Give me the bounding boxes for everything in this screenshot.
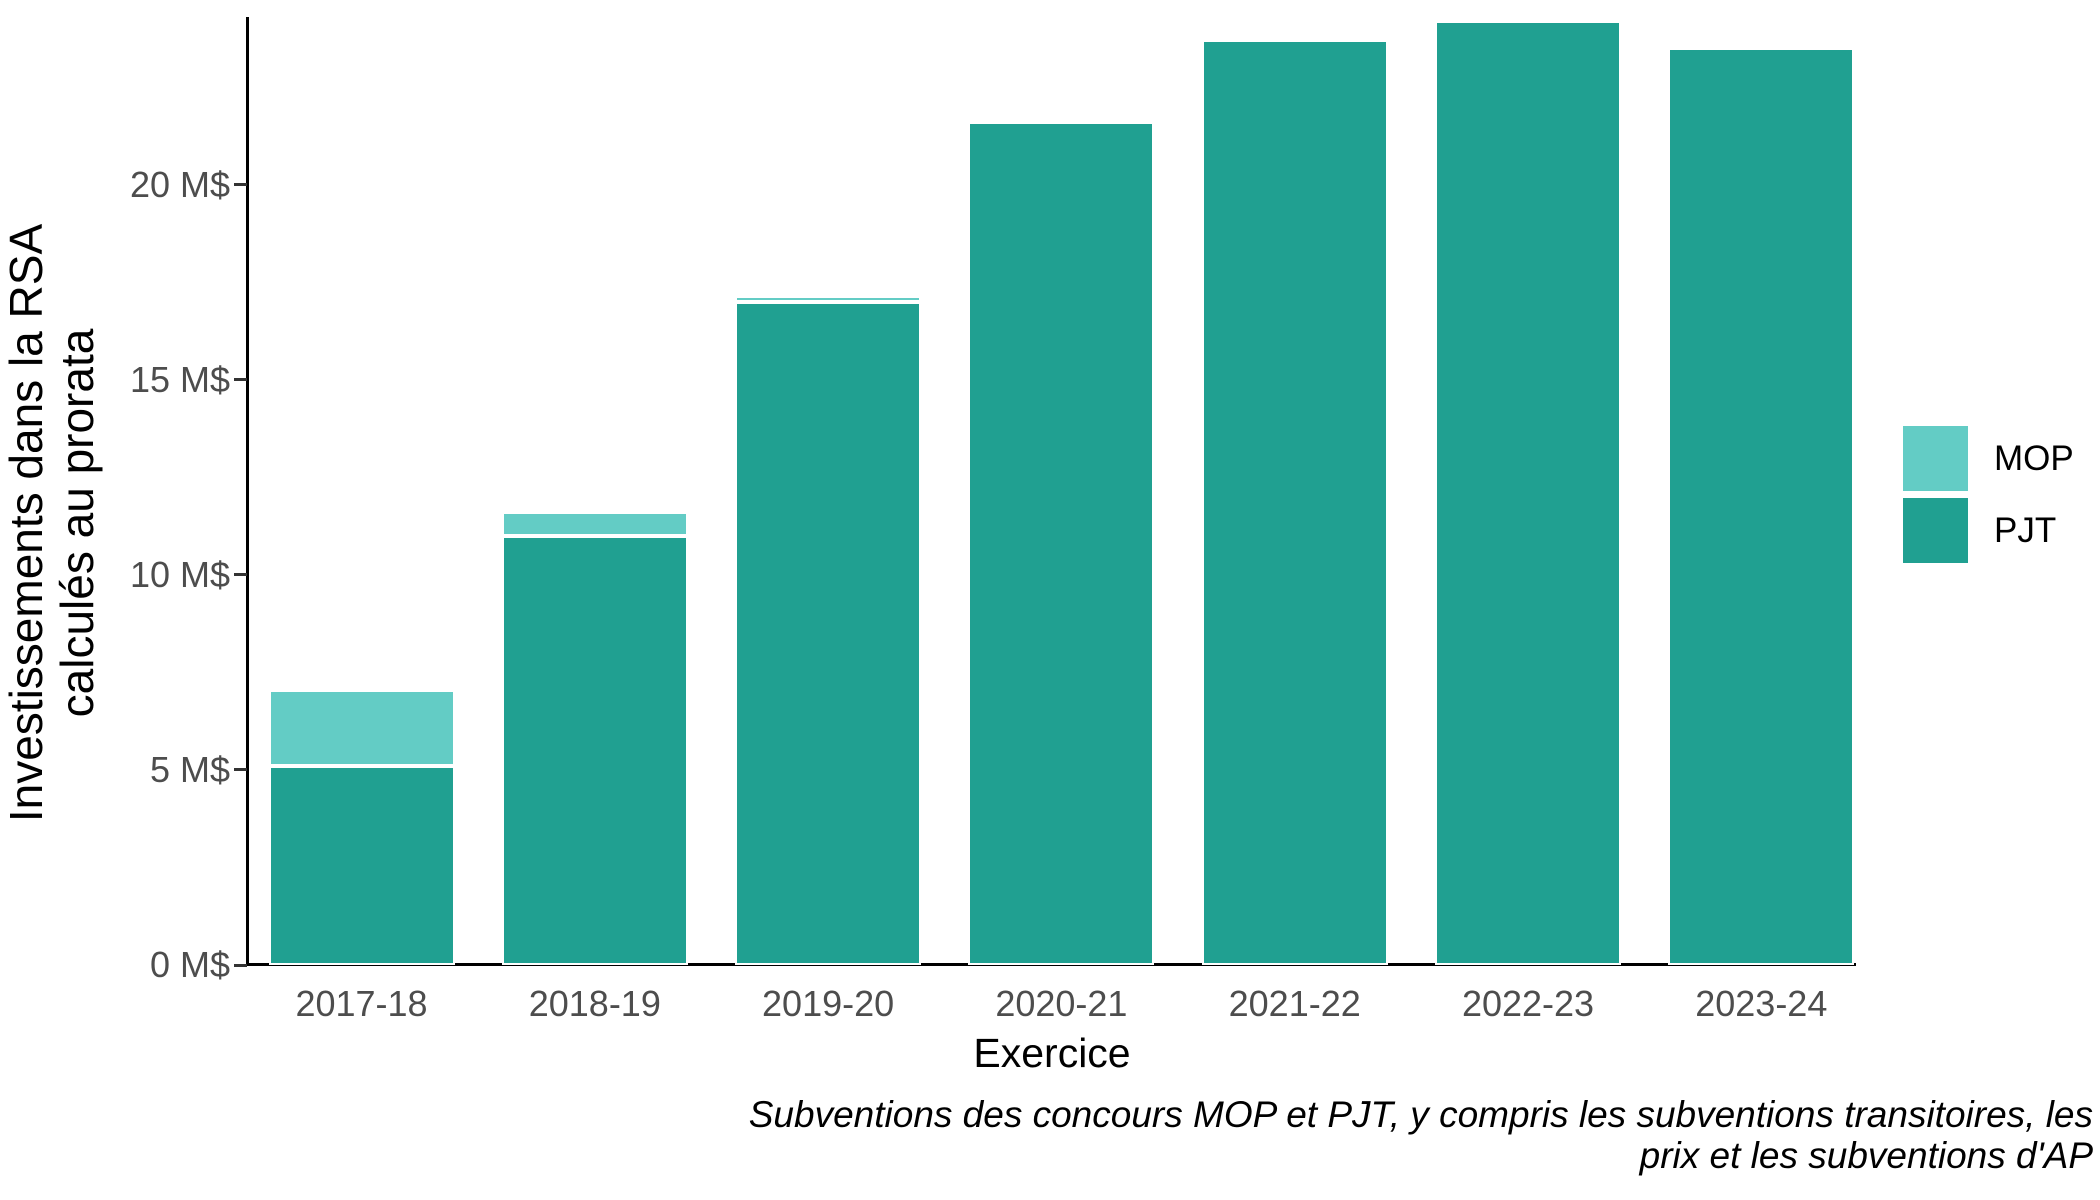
x-tick-label-2020-21: 2020-21 (995, 983, 1128, 1024)
bar-segment-pjt-2021-22 (1201, 40, 1388, 965)
legend-label-mop: MOP (1994, 438, 2074, 478)
bar-segment-pjt-2020-21 (968, 122, 1155, 965)
x-tick-label-2022-23: 2022-23 (1461, 983, 1595, 1024)
legend-entry-mop: MOP (1903, 426, 2074, 491)
bar-segment-pjt-2018-19 (501, 535, 688, 965)
x-tick-label-2019-20: 2019-20 (762, 983, 895, 1024)
y-tick-mark-0 (234, 963, 247, 967)
legend-swatch-mop (1903, 426, 1968, 491)
y-tick-mark-5 (234, 768, 247, 772)
y-tick-mark-10 (234, 573, 247, 577)
legend-label-pjt: PJT (1994, 510, 2057, 550)
y-tick-mark-20 (234, 183, 247, 187)
bar-segment-pjt-2017-18 (268, 766, 455, 965)
caption: Subventions des concours MOP et PJT, y c… (748, 1094, 2093, 1177)
x-tick-label-2023-24: 2023-24 (1695, 983, 1828, 1024)
bar-segment-pjt-2019-20 (735, 301, 922, 965)
y-tick-label-0: 0 M$ (149, 944, 230, 985)
y-tick-mark-15 (234, 378, 247, 382)
y-tick-label-10: 10 M$ (129, 553, 230, 595)
x-tick-label-2021-22: 2021-22 (1228, 983, 1361, 1024)
y-tick-label-15: 15 M$ (129, 358, 230, 400)
bar-segment-mop-2017-18 (268, 689, 455, 767)
x-tick-label-2018-19: 2018-19 (528, 983, 661, 1024)
legend: MOP PJT (1903, 426, 2074, 570)
legend-swatch-pjt (1903, 498, 1968, 563)
x-axis-title: Exercice (973, 1030, 1131, 1076)
bar-segment-pjt-2022-23 (1435, 20, 1621, 965)
y-tick-label-5: 5 M$ (149, 748, 230, 790)
bar-segment-mop-2018-19 (501, 512, 688, 536)
legend-entry-pjt: PJT (1903, 498, 2074, 563)
x-tick-label-2017-18: 2017-18 (295, 983, 428, 1024)
y-axis-line (246, 17, 249, 966)
bar-segment-mop-2019-20 (735, 295, 922, 302)
y-tick-label-20: 20 M$ (129, 163, 230, 205)
bar-segment-pjt-2023-24 (1668, 48, 1855, 965)
